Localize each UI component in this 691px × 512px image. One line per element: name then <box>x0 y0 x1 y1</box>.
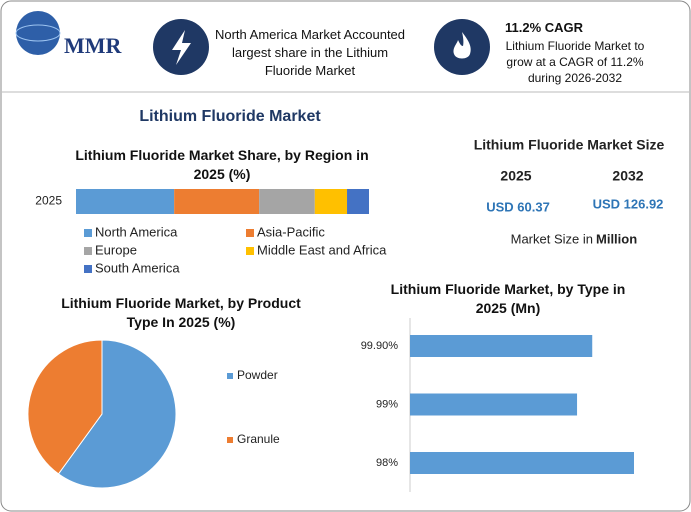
legend-swatch <box>246 229 254 237</box>
logo-orbit <box>15 24 61 42</box>
bar <box>410 335 593 357</box>
logo-globe <box>16 11 60 55</box>
size-note: Market Size in <box>511 231 593 246</box>
category-label: 2025 <box>35 194 62 208</box>
bar-segment <box>314 189 348 214</box>
legend-swatch <box>84 247 92 255</box>
bar <box>410 452 634 474</box>
bar-segment <box>347 189 369 214</box>
legend-label: Asia-Pacific <box>257 224 325 239</box>
y-tick-label: 98% <box>376 457 398 469</box>
legend-swatch <box>227 373 233 379</box>
size-title: Lithium Fluoride Market Size <box>474 137 665 153</box>
flame <box>453 32 471 59</box>
y-tick-label: 99.90% <box>361 340 399 352</box>
legend-swatch <box>246 247 254 255</box>
size-year: 2032 <box>612 168 643 184</box>
y-tick-label: 99% <box>376 398 398 410</box>
size-year: 2025 <box>500 168 531 184</box>
fact2: Lithium Fluoride Market to grow at a CAG… <box>505 39 645 85</box>
main-title: Lithium Fluoride Market <box>139 108 321 125</box>
legend-swatch <box>227 437 233 443</box>
size-value: USD 126.92 <box>593 196 664 211</box>
bar-segment <box>259 189 315 214</box>
logo-text: MMR <box>64 33 123 58</box>
legend-label: Europe <box>95 242 137 257</box>
legend-label: Granule <box>237 432 280 446</box>
fact1: North America Market Accounted largest s… <box>214 27 406 78</box>
fact2-title: 11.2% CAGR <box>505 20 584 35</box>
legend-label: South America <box>95 260 180 275</box>
bar-segment <box>174 189 260 214</box>
bar-segment <box>76 189 175 214</box>
chart-title: Lithium Fluoride Market, by Type in 2025… <box>390 281 626 316</box>
legend-swatch <box>84 265 92 273</box>
legend-label: North America <box>95 224 178 239</box>
bolt <box>172 30 191 65</box>
pie-slice <box>57 339 177 489</box>
legend-swatch <box>84 229 92 237</box>
legend-label: Middle East and Africa <box>257 242 387 257</box>
chart-title: Lithium Fluoride Market, by Product Type… <box>61 295 301 330</box>
legend-label: Powder <box>237 368 278 382</box>
bar <box>410 393 578 416</box>
size-unit: Million <box>596 231 637 246</box>
pie-slice <box>27 339 103 475</box>
chart-title: Lithium Fluoride Market Share, by Region… <box>75 147 369 182</box>
size-value: USD 60.37 <box>486 199 550 214</box>
